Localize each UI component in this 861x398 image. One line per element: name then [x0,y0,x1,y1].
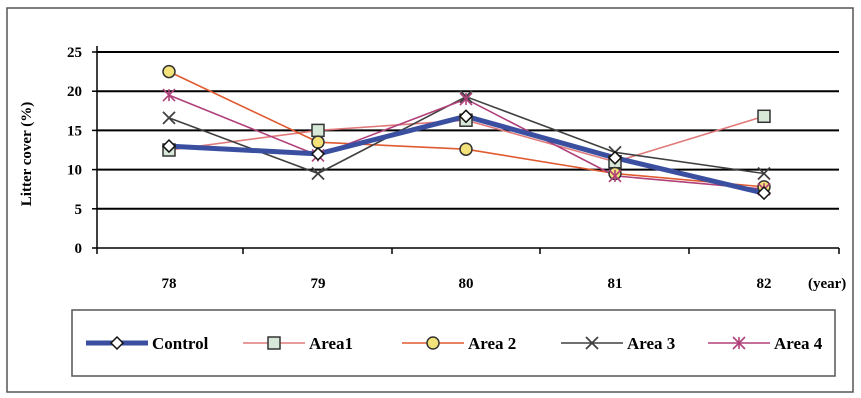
data-point [311,166,325,181]
legend: Control Area1 Area 2 Area 3 Area 4 [86,334,823,353]
series-line-area-3 [168,95,765,175]
data-point [757,109,771,124]
legend-item: Area 4 [708,334,823,353]
y-tick-label: 25 [67,45,82,61]
y-tick-label: 5 [75,202,83,218]
legend-item: Area1 [243,334,353,353]
legend-marker [267,336,281,350]
data-point [757,166,771,181]
y-tick-label: 0 [75,241,83,257]
x-tick-labels: 78 79 80 81 82 [162,276,772,292]
x-tick-label: 80 [459,276,474,292]
data-point [458,109,474,124]
axes [92,46,840,254]
data-point [311,135,325,149]
x-tick-label: 79 [311,276,326,292]
x-tick-label: 81 [608,276,623,292]
legend-label: Area 4 [774,334,823,353]
y-axis-label: Litter cover (%) [19,102,35,206]
series-line-area-4 [168,94,765,190]
data-point [311,123,325,138]
legend-marker [585,336,599,350]
data-point [162,88,176,102]
legend-label: Area 2 [468,334,516,353]
series-lines [168,70,765,196]
data-point [162,64,176,79]
x-tick-label: 82 [757,276,772,292]
legend-marker [109,335,125,351]
legend-label: Area 3 [627,334,675,353]
data-point [756,186,772,201]
series-markers [161,64,772,201]
data-point [608,169,622,183]
data-point [607,150,623,165]
x-tick-label: 78 [162,276,177,292]
legend-label: Area1 [309,334,353,353]
y-tick-label: 15 [67,123,82,139]
data-point [162,111,176,125]
legend-marker [426,336,440,350]
y-tick-labels: 0 5 10 15 20 25 [67,45,82,257]
legend-label: Control [152,334,209,353]
legend-item: Area 2 [402,334,516,353]
legend-item: Area 3 [561,334,675,353]
data-point [161,139,177,154]
y-tick-label: 20 [67,84,82,100]
x-axis-label: (year) [808,276,846,292]
legend-marker [732,336,746,350]
data-point [459,92,473,106]
data-point [459,142,473,156]
legend-item: Control [86,334,209,353]
chart-frame [6,7,854,393]
y-tick-label: 10 [67,163,82,179]
data-point [310,146,326,161]
